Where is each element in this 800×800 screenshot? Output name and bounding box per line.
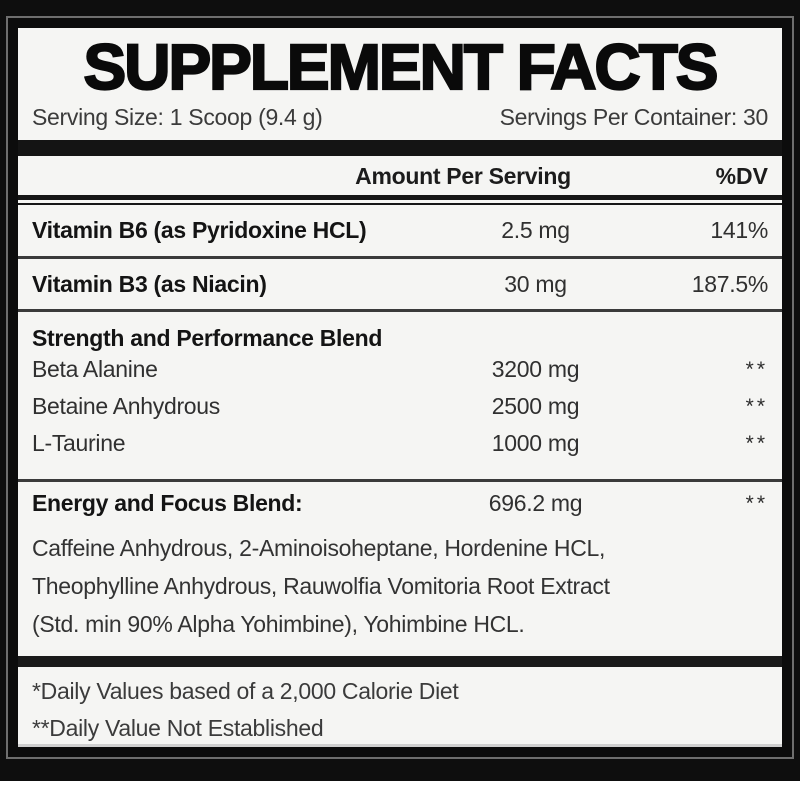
energy-blend-amount: 696.2 mg bbox=[488, 490, 583, 517]
nutrient-amount: 30 mg bbox=[504, 270, 567, 297]
footnote-daily-values: *Daily Values based of a 2,000 Calorie D… bbox=[32, 678, 459, 704]
row-divider bbox=[18, 479, 782, 483]
nutrient-dv: 187.5% bbox=[691, 270, 769, 297]
double-rule bbox=[18, 195, 782, 206]
serving-info-row: Serving Size: 1 Scoop (9.4 g) Servings P… bbox=[32, 104, 768, 131]
nutrient-amount: 2.5 mg bbox=[501, 217, 570, 244]
column-header-amount: Amount Per Serving bbox=[355, 163, 571, 190]
column-header-dv: %DV bbox=[715, 163, 768, 190]
ingredient-name: L-Taurine bbox=[32, 430, 126, 457]
divider-bar-bottom bbox=[18, 656, 782, 667]
servings-per-container: Servings Per Container: 30 bbox=[499, 103, 769, 130]
strength-blend-title: Strength and Performance Blend bbox=[32, 325, 383, 352]
serving-size: Serving Size: 1 Scoop (9.4 g) bbox=[32, 103, 323, 130]
ingredient-amount: 2500 mg bbox=[491, 393, 580, 420]
ingredients-line: Caffeine Anhydrous, 2-Aminoisoheptane, H… bbox=[32, 535, 606, 562]
energy-blend-dv: ** bbox=[745, 492, 768, 516]
ingredient-amount: 3200 mg bbox=[491, 356, 580, 383]
nutrient-name: Vitamin B6 (as Pyridoxine HCL) bbox=[32, 217, 367, 244]
ingredient-name: Beta Alanine bbox=[32, 356, 158, 383]
panel-title: SUPPLEMENT FACTS bbox=[82, 31, 719, 103]
ingredients-line: Theophylline Anhydrous, Rauwolfia Vomito… bbox=[32, 573, 610, 600]
table-row-l-taurine: L-Taurine 1000 mg ** bbox=[18, 425, 782, 462]
table-row-vitamin-b3: Vitamin B3 (as Niacin) 30 mg 187.5% bbox=[18, 259, 782, 310]
energy-blend-title: Energy and Focus Blend: bbox=[32, 490, 303, 517]
ingredient-name: Betaine Anhydrous bbox=[32, 393, 220, 420]
ingredient-dv: ** bbox=[745, 394, 768, 418]
column-header-row: Amount Per Serving %DV bbox=[18, 156, 782, 195]
table-row-energy-blend: Energy and Focus Blend: 696.2 mg ** bbox=[18, 482, 782, 525]
ingredient-amount: 1000 mg bbox=[491, 430, 580, 457]
ingredients-line: (Std. min 90% Alpha Yohimbine), Yohimbin… bbox=[32, 611, 525, 638]
divider-bar-top bbox=[18, 139, 782, 157]
table-row-vitamin-b6: Vitamin B6 (as Pyridoxine HCL) 2.5 mg 14… bbox=[18, 205, 782, 256]
nutrient-dv: 141% bbox=[710, 217, 768, 244]
footnotes: *Daily Values based of a 2,000 Calorie D… bbox=[18, 667, 782, 747]
supplement-facts-panel: SUPPLEMENT FACTS Serving Size: 1 Scoop (… bbox=[8, 18, 792, 757]
table-row-betaine-anhydrous: Betaine Anhydrous 2500 mg ** bbox=[18, 388, 782, 425]
ingredient-dv: ** bbox=[745, 357, 768, 381]
table-row-beta-alanine: Beta Alanine 3200 mg ** bbox=[18, 351, 782, 388]
ingredient-dv: ** bbox=[745, 431, 768, 455]
footnote-not-established: **Daily Value Not Established bbox=[32, 715, 324, 741]
row-divider bbox=[18, 309, 782, 313]
photo-background: SUPPLEMENT FACTS Serving Size: 1 Scoop (… bbox=[0, 0, 800, 781]
energy-blend-ingredients: Caffeine Anhydrous, 2-Aminoisoheptane, H… bbox=[18, 525, 782, 643]
row-divider bbox=[18, 255, 782, 259]
nutrient-name: Vitamin B3 (as Niacin) bbox=[32, 270, 267, 297]
